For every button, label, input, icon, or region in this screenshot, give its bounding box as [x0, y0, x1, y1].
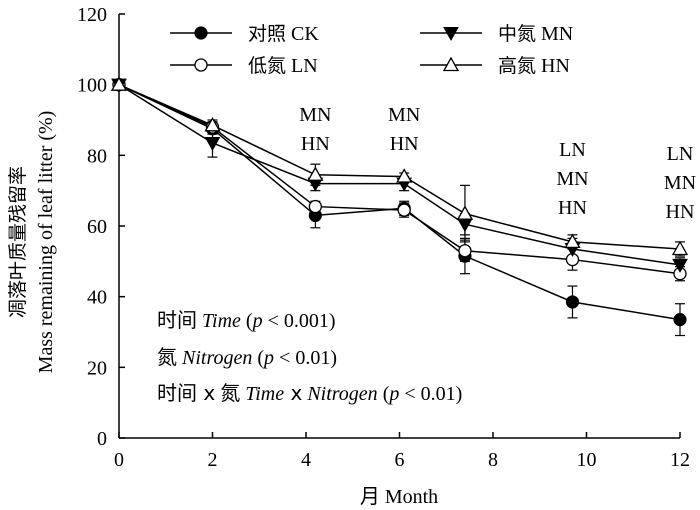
legend-label-en: MN [536, 23, 573, 45]
data-point-hn [671, 240, 689, 256]
series-layer [110, 76, 689, 337]
legend-item-mn: 中氮 MN [420, 23, 573, 45]
annotation-label: LN [559, 139, 586, 161]
y-tick-label: 20 [87, 357, 107, 379]
stat-time: 时间 Time (p < 0.001) [157, 308, 336, 332]
annotation-label: HN [558, 197, 587, 219]
legend-label-en: CK [286, 23, 319, 45]
data-point-hn [564, 233, 581, 249]
legend-item-hn: 高氮 HN [420, 55, 570, 77]
legend-label-hn: 高氮 HN [498, 55, 570, 77]
legend-item-ck: 对照 CK [170, 23, 319, 45]
legend-label-cn: 中氮 [498, 23, 536, 45]
data-point-ln [458, 244, 472, 258]
data-point-hn [396, 168, 413, 183]
x-axis-label: 月 Month [360, 484, 438, 508]
data-point-ln [397, 203, 411, 217]
y-tick-label: 0 [97, 428, 107, 450]
y-tick-label: 40 [87, 287, 107, 309]
annotation-label: MN [556, 168, 588, 190]
data-point-hn [204, 116, 221, 132]
x-tick-label: 0 [114, 449, 124, 471]
data-point-hn [110, 76, 128, 91]
legend-marker-ln [194, 58, 208, 72]
legend-label-en: HN [536, 55, 570, 77]
error-bars [207, 119, 685, 337]
data-point-mn [204, 136, 221, 151]
legend-label-mn: 中氮 MN [498, 23, 573, 45]
stat-interaction: 时间 x 氮 Time x Nitrogen (p < 0.01) [157, 381, 462, 405]
stat-nitrogen: 氮 Nitrogen (p < 0.01) [157, 345, 337, 369]
annotation-label: HN [390, 133, 419, 155]
annotation-label: MN [664, 172, 696, 194]
x-tick-label: 6 [395, 449, 405, 471]
annotation-label: HN [666, 201, 695, 223]
y-tick-label: 100 [77, 75, 107, 97]
data-point-hn [307, 166, 324, 181]
x-tick-label: 2 [208, 449, 218, 471]
data-point-mn [672, 258, 688, 273]
x-tick-label: 10 [577, 449, 597, 471]
annotation-label: MN [388, 104, 420, 126]
y-axis-label-cn: 凋落叶质量残留率 [7, 166, 29, 318]
series-markers [110, 76, 689, 327]
x-tick-label: 8 [488, 449, 498, 471]
data-point-ck [565, 295, 580, 309]
legend-marker-hn [442, 56, 460, 72]
legend-label-ln: 低氮 LN [248, 55, 318, 77]
legend-label-en: LN [286, 55, 318, 77]
x-tick-label: 4 [301, 449, 311, 471]
y-tick-label: 120 [77, 4, 107, 26]
legend-marker-mn [443, 27, 459, 42]
data-point-ck [673, 313, 687, 327]
legend-marker-ck [194, 26, 208, 40]
legend-item-ln: 低氮 LN [170, 55, 318, 77]
y-tick-label: 80 [87, 145, 107, 167]
data-point-ln [308, 199, 323, 214]
legend-label-cn: 对照 [248, 23, 286, 45]
y-tick-label: 60 [87, 216, 107, 238]
y-axis-label-en: Mass remaining of leaf litter (%) [35, 111, 57, 374]
annotation-label: LN [667, 143, 694, 165]
x-tick-label: 12 [670, 449, 690, 471]
annotations: MN HN MN HN LN MN HN LN MN HN [299, 104, 696, 223]
legend-label-cn: 低氮 [248, 55, 286, 77]
legend-label-cn: 高氮 [498, 55, 536, 77]
annotation-label: MN [299, 104, 331, 126]
legend-label-ck: 对照 CK [248, 23, 319, 45]
data-point-hn [456, 205, 474, 220]
annotation-label: HN [301, 133, 330, 155]
